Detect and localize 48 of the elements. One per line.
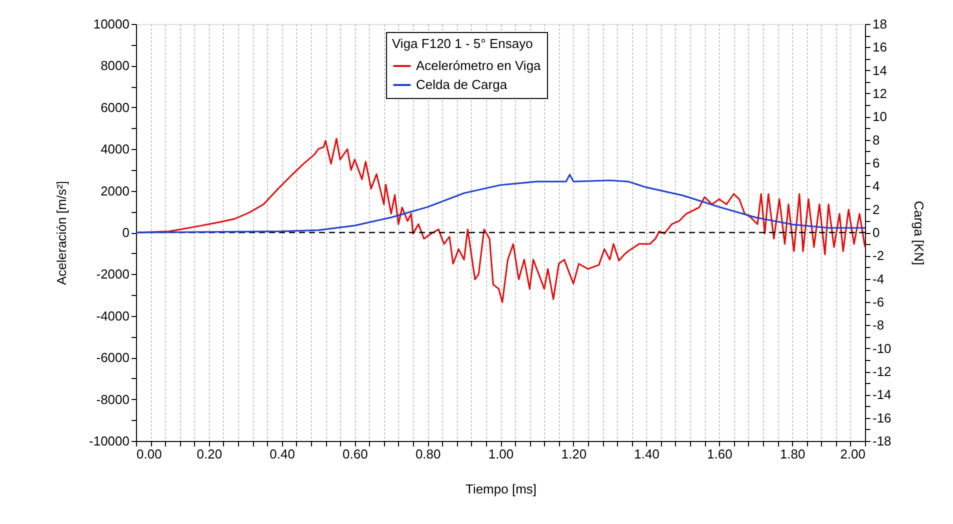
x-tick-label: 1.20 — [561, 446, 587, 462]
x-tick-label: 1.00 — [488, 446, 514, 462]
legend-title: Viga F120 1 - 5° Ensayo — [392, 36, 533, 51]
y2-tick-label: -16 — [872, 410, 892, 426]
y2-tick-label: -10 — [872, 340, 892, 356]
y2-tick-label: 0 — [872, 225, 880, 240]
y-tick-label: 2000 — [100, 183, 130, 198]
y-tick-label: -10000 — [89, 434, 130, 448]
y2-tick-label: 8 — [872, 132, 880, 148]
y2-tick-label: 14 — [872, 62, 887, 78]
y2-tick-label: 10 — [872, 109, 887, 124]
x-axis-title: Tiempo [ms] — [465, 482, 537, 496]
y2-tick-label: 12 — [872, 86, 887, 101]
y-axis-title: Aceleración [m/s²] — [54, 180, 70, 286]
y-tick-label: -8000 — [96, 392, 130, 407]
legend-label: Celda de Carga — [416, 77, 508, 92]
y2-tick-label: -18 — [872, 434, 892, 448]
y-tick-label: 4000 — [100, 142, 130, 157]
y2-tick-label: -4 — [872, 271, 884, 286]
y-tick-label: 10000 — [93, 16, 130, 32]
legend-label: Acelerómetro en Viga — [416, 58, 542, 73]
y2-tick-label: 2 — [872, 202, 880, 217]
y-tick-label: 8000 — [100, 58, 130, 74]
x-tick-label: 1.40 — [634, 446, 660, 462]
y2-tick-label: 16 — [872, 40, 887, 55]
y2-tick-label: 6 — [872, 156, 880, 170]
y-tick-label: 6000 — [100, 100, 130, 115]
x-tick-label: 0.60 — [342, 446, 368, 462]
y-tick-label: -6000 — [96, 350, 130, 366]
x-tick-label: 0.20 — [196, 446, 222, 462]
y-tick-label: 0 — [122, 225, 130, 240]
x-tick-label: 0.80 — [415, 446, 441, 462]
x-tick-label: 1.80 — [780, 446, 806, 462]
y-tick-label: -4000 — [96, 308, 130, 324]
y-tick-label: -2000 — [96, 266, 130, 282]
x-tick-label: 1.60 — [707, 446, 732, 462]
y2-tick-label: -6 — [872, 294, 884, 310]
y2-tick-label: -8 — [872, 318, 884, 333]
x-tick-label: 0.00 — [136, 446, 162, 462]
y2-tick-label: 18 — [872, 16, 887, 32]
y2-tick-label: 4 — [872, 178, 880, 194]
line-series — [135, 174, 866, 234]
x-tick-label: 2.00 — [840, 446, 866, 462]
y2-axis-title: Carga [KN] — [911, 200, 926, 266]
y2-tick-label: -12 — [872, 364, 892, 379]
y2-tick-label: -2 — [872, 248, 884, 264]
y2-tick-label: -14 — [872, 387, 892, 402]
x-tick-label: 0.40 — [270, 446, 295, 462]
